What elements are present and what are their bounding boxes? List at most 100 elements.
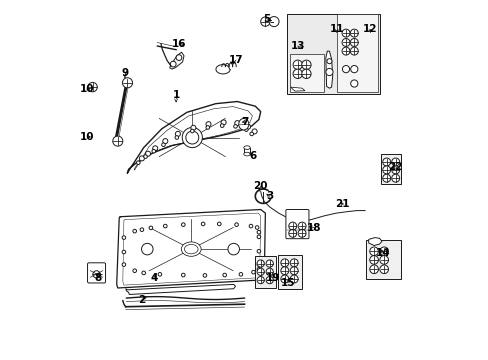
Circle shape bbox=[140, 228, 143, 231]
FancyBboxPatch shape bbox=[254, 256, 276, 288]
Circle shape bbox=[342, 66, 349, 73]
Circle shape bbox=[244, 128, 247, 131]
Polygon shape bbox=[169, 52, 183, 69]
Circle shape bbox=[288, 222, 296, 230]
Circle shape bbox=[298, 222, 305, 230]
Text: 7: 7 bbox=[240, 117, 248, 127]
Circle shape bbox=[175, 136, 178, 139]
Circle shape bbox=[369, 265, 378, 274]
Text: 17: 17 bbox=[228, 55, 243, 66]
Circle shape bbox=[391, 174, 399, 182]
Text: 20: 20 bbox=[253, 181, 267, 192]
Circle shape bbox=[257, 249, 260, 253]
Circle shape bbox=[326, 59, 331, 64]
Circle shape bbox=[93, 271, 100, 278]
Text: 6: 6 bbox=[249, 150, 256, 161]
Ellipse shape bbox=[244, 152, 250, 156]
Text: 16: 16 bbox=[171, 39, 186, 49]
Circle shape bbox=[175, 131, 180, 136]
Ellipse shape bbox=[238, 118, 248, 130]
Text: 10: 10 bbox=[80, 132, 94, 142]
Circle shape bbox=[382, 158, 390, 166]
Circle shape bbox=[233, 125, 237, 128]
Circle shape bbox=[379, 256, 387, 264]
Polygon shape bbox=[125, 284, 235, 294]
Circle shape bbox=[143, 155, 147, 158]
Text: 14: 14 bbox=[375, 248, 389, 258]
Circle shape bbox=[265, 268, 273, 275]
FancyBboxPatch shape bbox=[289, 54, 323, 92]
FancyBboxPatch shape bbox=[87, 263, 105, 283]
Circle shape bbox=[391, 158, 399, 166]
Text: 9: 9 bbox=[121, 68, 128, 78]
Circle shape bbox=[349, 47, 358, 55]
Circle shape bbox=[257, 267, 260, 271]
Circle shape bbox=[152, 149, 155, 153]
Circle shape bbox=[268, 17, 279, 27]
Circle shape bbox=[288, 229, 296, 237]
Circle shape bbox=[265, 276, 273, 284]
Circle shape bbox=[203, 274, 206, 277]
Text: 1: 1 bbox=[172, 90, 180, 100]
Text: 3: 3 bbox=[265, 191, 273, 201]
Circle shape bbox=[176, 55, 182, 60]
Circle shape bbox=[88, 82, 97, 92]
Circle shape bbox=[257, 230, 260, 234]
Circle shape bbox=[234, 223, 238, 226]
Circle shape bbox=[257, 260, 264, 267]
Text: 21: 21 bbox=[334, 199, 349, 210]
Circle shape bbox=[122, 236, 125, 239]
Circle shape bbox=[145, 151, 150, 156]
Circle shape bbox=[152, 146, 158, 151]
Circle shape bbox=[342, 47, 349, 55]
Circle shape bbox=[280, 275, 288, 283]
FancyBboxPatch shape bbox=[285, 210, 308, 239]
Circle shape bbox=[158, 273, 162, 276]
Circle shape bbox=[234, 121, 239, 126]
Circle shape bbox=[133, 269, 136, 273]
Polygon shape bbox=[244, 148, 250, 154]
Circle shape bbox=[201, 222, 204, 226]
Circle shape bbox=[190, 129, 194, 133]
Circle shape bbox=[141, 243, 153, 255]
Circle shape bbox=[249, 132, 253, 136]
Circle shape bbox=[245, 124, 250, 129]
Circle shape bbox=[257, 235, 260, 239]
Circle shape bbox=[342, 39, 349, 46]
Circle shape bbox=[379, 247, 387, 256]
Circle shape bbox=[292, 60, 302, 69]
FancyBboxPatch shape bbox=[277, 255, 302, 289]
Circle shape bbox=[369, 247, 378, 256]
Text: 22: 22 bbox=[387, 162, 402, 172]
Circle shape bbox=[239, 273, 242, 276]
Circle shape bbox=[257, 263, 260, 266]
Circle shape bbox=[205, 126, 209, 129]
Circle shape bbox=[122, 250, 125, 254]
Circle shape bbox=[350, 66, 357, 73]
Circle shape bbox=[289, 267, 298, 275]
Circle shape bbox=[280, 259, 288, 267]
Ellipse shape bbox=[184, 244, 198, 254]
Circle shape bbox=[350, 80, 357, 87]
Circle shape bbox=[382, 174, 390, 182]
Circle shape bbox=[223, 273, 226, 277]
Circle shape bbox=[122, 263, 125, 266]
Circle shape bbox=[142, 271, 145, 275]
Circle shape bbox=[379, 265, 387, 274]
FancyBboxPatch shape bbox=[337, 14, 377, 92]
Circle shape bbox=[182, 127, 202, 148]
Text: 15: 15 bbox=[280, 278, 294, 288]
Circle shape bbox=[220, 124, 224, 127]
Circle shape bbox=[122, 78, 132, 88]
Circle shape bbox=[162, 143, 165, 147]
Text: 19: 19 bbox=[265, 273, 280, 283]
Text: 10: 10 bbox=[80, 84, 94, 94]
Circle shape bbox=[139, 156, 144, 161]
Circle shape bbox=[391, 166, 399, 174]
Circle shape bbox=[181, 273, 185, 277]
Circle shape bbox=[301, 69, 310, 78]
Circle shape bbox=[280, 267, 288, 275]
Circle shape bbox=[342, 29, 349, 37]
Circle shape bbox=[260, 17, 269, 26]
FancyBboxPatch shape bbox=[286, 14, 379, 94]
